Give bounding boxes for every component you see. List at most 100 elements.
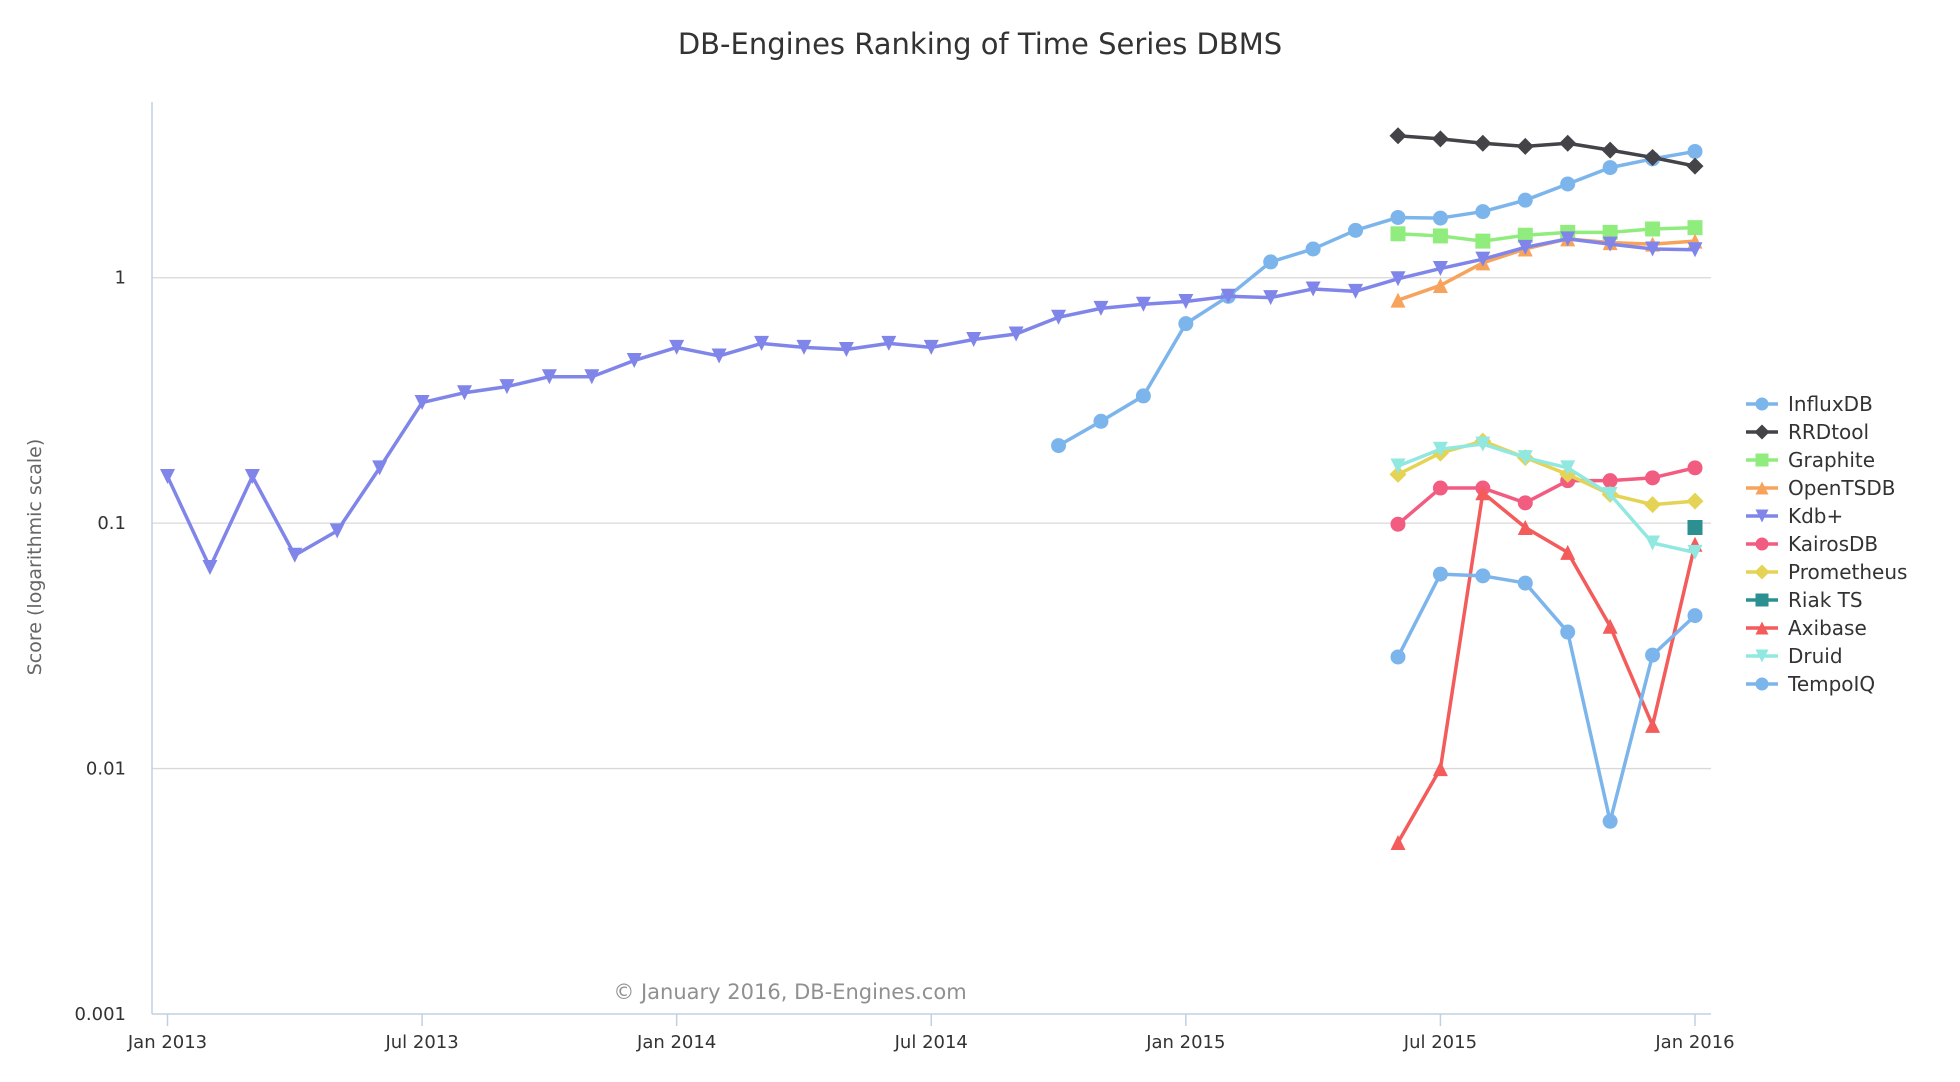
legend-item[interactable]: KairosDB <box>1746 532 1878 556</box>
data-point <box>414 395 430 411</box>
legend-label: TempoIQ <box>1787 672 1875 696</box>
series-rrdtool <box>1389 127 1704 175</box>
legend-marker <box>1755 537 1769 551</box>
series-influxdb <box>1051 143 1703 454</box>
legend-marker <box>1755 509 1769 523</box>
data-point <box>1008 326 1024 342</box>
data-point <box>1645 535 1661 551</box>
data-point <box>1390 649 1406 665</box>
series-druid <box>1390 436 1703 560</box>
data-point <box>1602 473 1618 489</box>
data-point <box>1517 450 1533 466</box>
data-point <box>372 460 388 476</box>
legend-item[interactable]: InfluxDB <box>1746 392 1873 416</box>
data-point <box>1517 227 1533 243</box>
legend-marker <box>1755 481 1769 495</box>
legend-item[interactable]: RRDtool <box>1746 420 1869 444</box>
legend-item[interactable]: Graphite <box>1746 448 1875 472</box>
data-point <box>1517 575 1533 591</box>
data-point <box>1602 486 1618 502</box>
credits[interactable]: © January 2016, DB-Engines.com <box>613 980 966 1004</box>
legend-marker <box>1755 397 1769 411</box>
legend-item[interactable]: OpenTSDB <box>1746 476 1895 500</box>
data-point <box>1645 241 1661 257</box>
legend-label: Axibase <box>1788 616 1867 640</box>
data-point <box>669 339 685 355</box>
data-point <box>838 341 854 357</box>
data-point <box>1475 568 1491 584</box>
data-point <box>1687 143 1703 159</box>
data-point <box>1475 485 1491 501</box>
y-tick-label: 0.001 <box>74 1004 126 1025</box>
data-point <box>1390 834 1406 850</box>
data-point <box>1432 277 1448 293</box>
data-point <box>1602 236 1618 252</box>
legend-label: Kdb+ <box>1788 504 1843 528</box>
y-tick-label: 0.1 <box>97 513 126 534</box>
data-point <box>1517 192 1533 208</box>
legend-item[interactable]: Druid <box>1746 644 1843 668</box>
data-point <box>1178 294 1194 310</box>
x-tick-label: Jan 2016 <box>1654 1032 1734 1053</box>
data-point <box>1602 813 1618 829</box>
series-layer <box>160 127 1704 850</box>
data-point <box>1390 209 1406 225</box>
x-tick-label: Jul 2015 <box>1403 1032 1477 1053</box>
data-point <box>1560 176 1576 192</box>
data-point <box>1093 413 1109 429</box>
data-point <box>1475 233 1491 249</box>
data-point <box>1051 309 1067 325</box>
legend-item[interactable]: TempoIQ <box>1746 672 1875 696</box>
legend-marker <box>1754 564 1770 580</box>
data-point <box>1645 647 1661 663</box>
data-point <box>1517 495 1533 511</box>
x-tick-label: Jul 2014 <box>894 1032 968 1053</box>
data-point <box>1601 141 1619 159</box>
data-point <box>1687 242 1703 258</box>
legend-item[interactable]: Prometheus <box>1746 560 1907 584</box>
legend-label: InfluxDB <box>1788 392 1873 416</box>
data-point <box>1687 220 1703 236</box>
data-point <box>1432 210 1448 226</box>
data-point <box>1475 436 1491 452</box>
legend-marker <box>1755 593 1769 607</box>
data-point <box>584 369 600 385</box>
data-point <box>1475 251 1491 267</box>
data-point <box>1644 148 1662 166</box>
data-point <box>1687 544 1703 560</box>
data-point <box>1389 127 1407 145</box>
data-point <box>1517 239 1533 255</box>
data-point <box>1432 228 1448 244</box>
data-point <box>1390 516 1406 532</box>
legend-item[interactable]: Axibase <box>1746 616 1867 640</box>
data-point <box>541 369 557 385</box>
data-point <box>1686 492 1704 510</box>
data-point <box>1263 290 1279 306</box>
data-point <box>796 339 812 355</box>
legend-item[interactable]: Kdb+ <box>1746 504 1843 528</box>
series-kairosdb <box>1390 460 1703 532</box>
data-point <box>1348 222 1364 238</box>
legend-item[interactable]: Riak TS <box>1746 588 1863 612</box>
data-point <box>1432 261 1448 277</box>
data-point <box>287 547 303 563</box>
x-tick-label: Jan 2015 <box>1145 1032 1225 1053</box>
data-point <box>1560 544 1576 560</box>
x-tick-label: Jan 2013 <box>127 1032 207 1053</box>
series-line <box>1396 491 1697 844</box>
series-tempoiq <box>1390 566 1703 829</box>
x-tick-label: Jul 2013 <box>384 1032 458 1053</box>
data-point <box>1560 460 1576 476</box>
data-point <box>1178 316 1194 332</box>
series-line <box>1057 149 1696 448</box>
legend-label: Graphite <box>1788 448 1875 472</box>
legend-marker <box>1755 453 1769 467</box>
data-point <box>1560 624 1576 640</box>
data-point <box>1687 460 1703 476</box>
data-point <box>881 335 897 351</box>
y-axis-title: Score (logarithmic scale) <box>24 439 46 676</box>
legend-marker <box>1755 677 1769 691</box>
legend-label: OpenTSDB <box>1788 476 1895 500</box>
data-point <box>1432 480 1448 496</box>
